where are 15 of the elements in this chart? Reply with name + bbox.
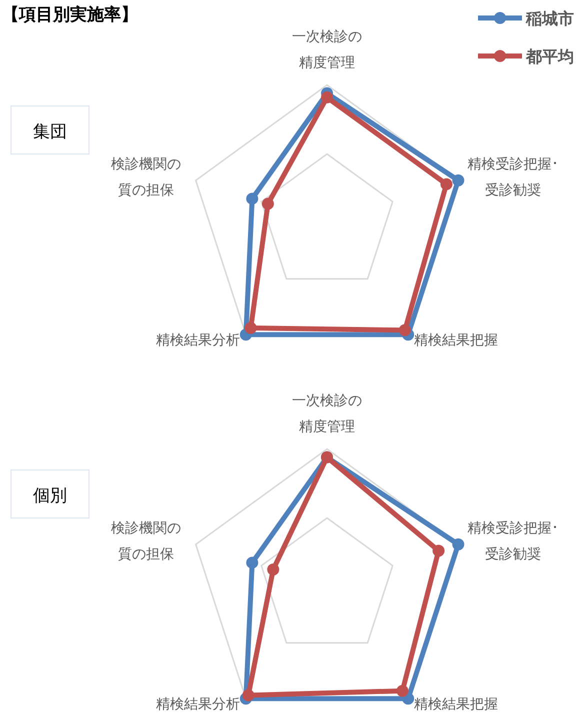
spoke-label: 一次検診の精度管理 (292, 393, 362, 435)
chart-title: 【項目別実施率】 (2, 5, 138, 25)
spoke-label: 精検受診把握･受診勧奨 (468, 156, 559, 198)
spoke-label: 精検受診把握･受診勧奨 (468, 520, 559, 562)
legend-label: 都平均 (525, 47, 574, 66)
spoke-label: 検診機関の質の担保 (110, 156, 181, 198)
spoke-label: 検診機関の質の担保 (110, 520, 181, 562)
spoke-label: 精検結果分析 (156, 696, 240, 713)
spoke-label: 一次検診の精度管理 (292, 29, 362, 71)
text: 個別 (33, 486, 67, 506)
spoke-label: 精検結果把握 (414, 332, 498, 349)
spoke-label: 精検結果分析 (156, 332, 240, 349)
legend-label: 稲城市 (525, 9, 574, 28)
text: 集団 (33, 122, 67, 142)
spoke-label: 精検結果把握 (414, 696, 498, 713)
